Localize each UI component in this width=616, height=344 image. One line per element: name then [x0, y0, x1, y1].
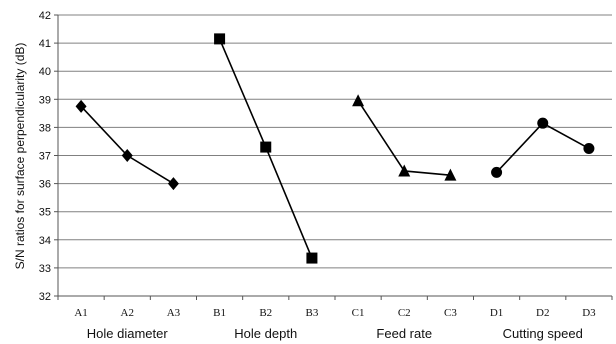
y-tick-label: 40 — [39, 66, 51, 78]
group-label: Cutting speed — [503, 326, 583, 341]
series-line — [80, 105, 174, 185]
series — [75, 33, 595, 264]
y-tick-label: 42 — [39, 10, 51, 22]
x-tick-label: B1 — [213, 307, 226, 319]
data-point — [537, 117, 549, 129]
y-tick-label: 34 — [39, 235, 51, 247]
y-tick-label: 39 — [39, 94, 51, 106]
data-point — [214, 33, 226, 45]
data-point — [444, 168, 457, 181]
y-tick-label: 33 — [39, 263, 51, 275]
y-tick-label: 38 — [39, 122, 51, 134]
y-tick-label: 35 — [39, 207, 51, 219]
data-point — [306, 252, 318, 264]
data-point — [75, 99, 87, 113]
y-tick-label: 37 — [39, 151, 51, 163]
x-tick-label: C1 — [352, 307, 365, 319]
series-line — [496, 122, 590, 173]
group-label: Hole diameter — [87, 326, 169, 341]
x-tick-label: C3 — [444, 307, 457, 319]
x-tick-label: A1 — [74, 307, 87, 319]
data-point — [583, 142, 595, 154]
x-tick-label: A2 — [121, 307, 134, 319]
y-axis-label: S/N ratios for surface perpendicularity … — [13, 43, 27, 270]
group-label: Feed rate — [376, 326, 432, 341]
data-point — [491, 166, 503, 178]
data-point — [260, 141, 272, 153]
x-tick-labels: A1 A2 A3 B1 B2 B3 C1 C2 C3 D1 D2 D3 — [74, 307, 596, 319]
x-tick-label: C2 — [398, 307, 411, 319]
y-tick-labels: 32 33 34 35 36 37 38 39 40 41 42 — [39, 10, 51, 303]
data-point — [167, 177, 179, 191]
axes — [54, 14, 613, 300]
series-line — [357, 100, 451, 176]
group-label: Hole depth — [234, 326, 297, 341]
y-tick-label: 32 — [39, 291, 51, 303]
data-point — [121, 149, 133, 162]
x-tick-label: B3 — [305, 307, 318, 319]
y-tick-label: 41 — [39, 38, 51, 50]
x-tick-label: A3 — [167, 307, 181, 319]
data-point — [352, 94, 365, 107]
group-labels: Hole diameter Hole depth Feed rate Cutting … — [87, 326, 583, 341]
gridlines — [58, 14, 612, 269]
x-tick-label: D2 — [536, 307, 549, 319]
x-tick-label: B2 — [259, 307, 272, 319]
x-tick-label: D3 — [582, 307, 596, 319]
x-tick-label: D1 — [490, 307, 503, 319]
y-tick-label: 36 — [39, 179, 51, 191]
data-point — [398, 164, 411, 177]
